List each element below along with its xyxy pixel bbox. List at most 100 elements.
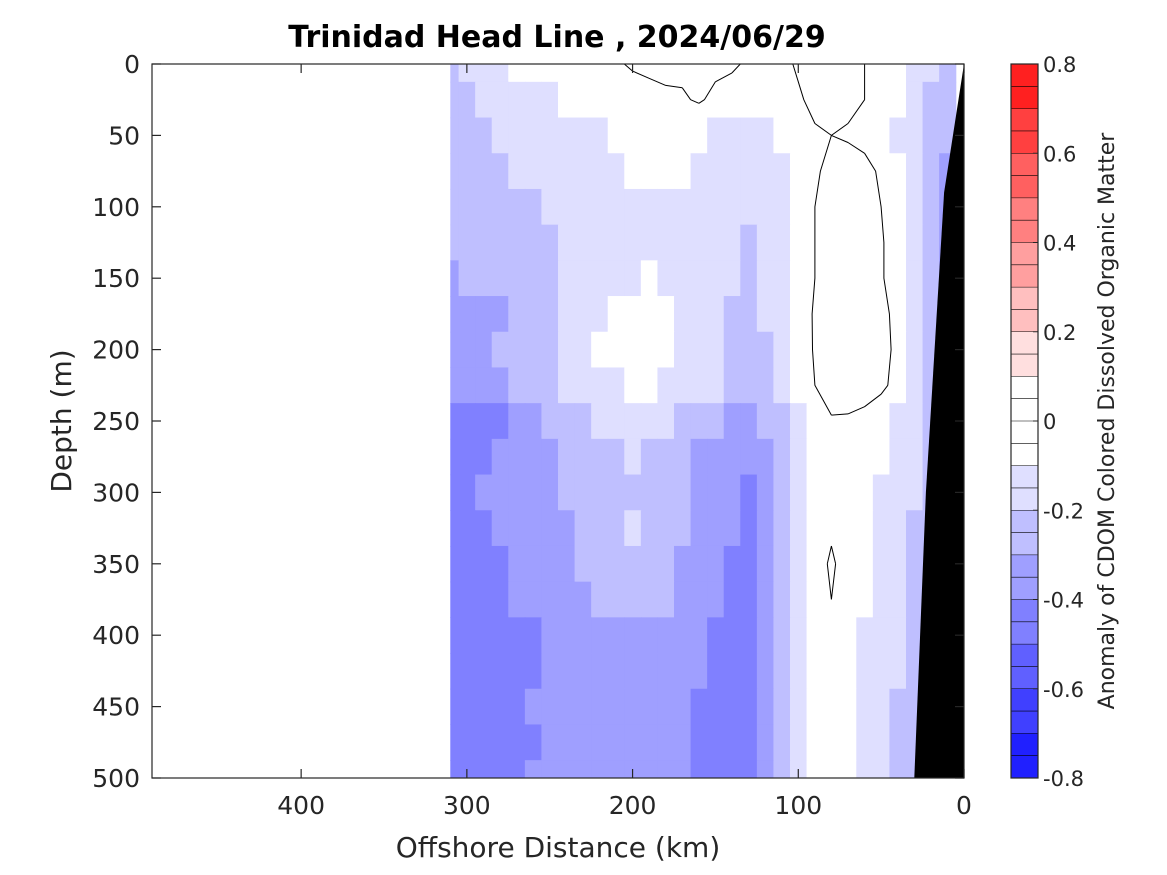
- heatmap-cell: [491, 653, 509, 690]
- heatmap-cell: [524, 760, 543, 778]
- heatmap-cell: [674, 688, 692, 726]
- heatmap-cell: [574, 153, 592, 190]
- heatmap-cell: [624, 260, 642, 297]
- heatmap-cell: [491, 260, 509, 297]
- heatmap-cell: [541, 260, 559, 297]
- heatmap-cell: [657, 296, 675, 333]
- x-tick-label: 400: [277, 791, 325, 820]
- heatmap-cell: [458, 403, 476, 440]
- heatmap-cell: [458, 581, 476, 618]
- heatmap-cell: [541, 153, 559, 190]
- y-axis-label: Depth (m): [45, 349, 78, 492]
- heatmap-cell: [906, 510, 924, 547]
- heatmap-cell: [524, 224, 543, 261]
- heatmap-cell: [524, 117, 543, 154]
- heatmap-cell: [756, 617, 775, 654]
- heatmap-cell: [906, 474, 924, 511]
- heatmap-cell: [491, 331, 509, 369]
- heatmap-cell: [574, 581, 592, 618]
- heatmap-cell: [707, 760, 725, 778]
- heatmap-cell: [607, 188, 625, 226]
- heatmap-cell: [591, 545, 609, 583]
- heatmap-cell: [790, 153, 808, 190]
- heatmap-cell: [624, 64, 642, 83]
- heatmap-cell: [906, 64, 924, 83]
- heatmap-cell: [823, 545, 841, 583]
- heatmap-cell: [657, 153, 675, 190]
- heatmap-cell: [491, 224, 509, 261]
- heatmap-cell: [823, 510, 841, 547]
- heatmap-cell: [458, 545, 476, 583]
- heatmap-cell: [723, 510, 741, 547]
- heatmap-cell: [574, 224, 592, 261]
- heatmap-cell: [922, 117, 940, 154]
- heatmap-cell: [491, 438, 509, 476]
- heatmap-cell: [690, 117, 708, 154]
- heatmap-cell: [906, 403, 924, 440]
- contour-line: [623, 64, 892, 600]
- heatmap-cell: [740, 510, 758, 547]
- heatmap-cell: [723, 724, 741, 761]
- heatmap-cell: [906, 296, 924, 333]
- heatmap-cell: [889, 117, 907, 154]
- heatmap-cell: [624, 438, 642, 476]
- heatmap-cell: [524, 81, 543, 119]
- heatmap-cells: [450, 64, 957, 778]
- heatmap-cell: [458, 724, 476, 761]
- heatmap-cell: [723, 188, 741, 226]
- heatmap-cell: [839, 81, 857, 119]
- heatmap-cell: [558, 260, 576, 297]
- heatmap-cell: [839, 760, 857, 778]
- heatmap-cell: [889, 296, 907, 333]
- heatmap-cell: [624, 510, 642, 547]
- heatmap-cell: [574, 117, 592, 154]
- heatmap-cell: [756, 403, 775, 440]
- heatmap-cell: [591, 617, 609, 654]
- heatmap-cell: [475, 296, 493, 333]
- heatmap-cell: [773, 260, 791, 297]
- x-axis-label: Offshore Distance (km): [396, 831, 721, 864]
- heatmap-cell: [541, 617, 559, 654]
- heatmap-cell: [450, 296, 460, 333]
- heatmap-cell: [756, 438, 775, 476]
- heatmap-cell: [856, 581, 874, 618]
- heatmap-cell: [823, 296, 841, 333]
- heatmap-cell: [690, 617, 708, 654]
- heatmap-cell: [541, 760, 559, 778]
- heatmap-cell: [558, 724, 576, 761]
- heatmap-cell: [839, 438, 857, 476]
- heatmap-cell: [790, 653, 808, 690]
- heatmap-cell: [906, 153, 924, 190]
- heatmap-cell: [790, 188, 808, 226]
- heatmap-cell: [889, 260, 907, 297]
- heatmap-cell: [872, 581, 891, 618]
- heatmap-cell: [806, 760, 824, 778]
- heatmap-cell: [906, 188, 924, 226]
- heatmap-cell: [723, 545, 741, 583]
- colorbar-tick-label: -0.4: [1043, 589, 1084, 613]
- heatmap-cell: [607, 224, 625, 261]
- heatmap-cell: [541, 224, 559, 261]
- heatmap-cell: [450, 188, 460, 226]
- y-tick-label: 400: [92, 621, 140, 650]
- heatmap-cell: [856, 760, 874, 778]
- heatmap-cell: [740, 188, 758, 226]
- heatmap-cell: [607, 64, 625, 83]
- heatmap-cell: [640, 153, 659, 190]
- heatmap-cell: [640, 510, 659, 547]
- heatmap-cell: [823, 474, 841, 511]
- heatmap-cell: [640, 760, 659, 778]
- heatmap-cell: [450, 367, 460, 404]
- heatmap-cell: [640, 688, 659, 726]
- heatmap-cell: [524, 688, 543, 726]
- heatmap-cell: [823, 724, 841, 761]
- heatmap-cell: [773, 688, 791, 726]
- heatmap-cell: [657, 81, 675, 119]
- heatmap-cell: [723, 117, 741, 154]
- heatmap-cell: [491, 688, 509, 726]
- heatmap-cell: [450, 331, 460, 369]
- heatmap-cell: [740, 438, 758, 476]
- heatmap-cell: [475, 117, 493, 154]
- heatmap-cell: [657, 188, 675, 226]
- heatmap-cell: [806, 688, 824, 726]
